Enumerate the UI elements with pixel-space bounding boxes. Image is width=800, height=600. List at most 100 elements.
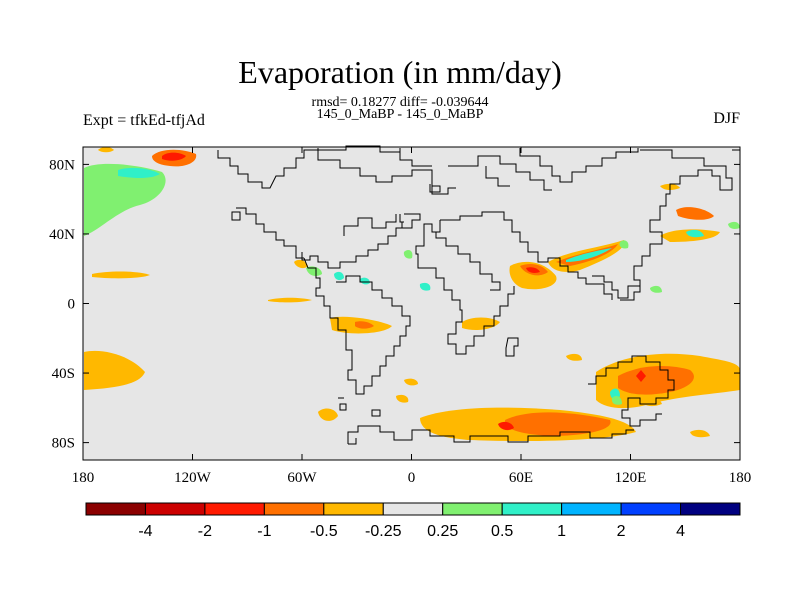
anomaly-patch bbox=[84, 350, 145, 390]
colorbar-swatch bbox=[620, 502, 682, 516]
coastline bbox=[343, 214, 397, 236]
coastline bbox=[371, 409, 381, 417]
anomaly-patch bbox=[686, 229, 704, 238]
colorbar-label: 4 bbox=[676, 523, 685, 540]
coastline bbox=[592, 149, 733, 299]
colorbar-swatch bbox=[323, 502, 384, 516]
colorbar-swatch bbox=[561, 502, 622, 516]
coastline bbox=[519, 148, 639, 183]
anomaly-patch bbox=[334, 271, 344, 281]
y-tick-label: 80S bbox=[52, 436, 75, 452]
anomaly-patch bbox=[118, 167, 160, 178]
coastline bbox=[423, 220, 441, 236]
colorbar-label: -1 bbox=[257, 523, 271, 540]
coastline bbox=[435, 232, 501, 291]
anomaly-patch bbox=[636, 370, 646, 382]
anomaly-patch bbox=[611, 396, 622, 405]
colorbar-swatch bbox=[204, 502, 265, 516]
x-tick-label: 60E bbox=[509, 470, 533, 486]
colorbar-label: 1 bbox=[557, 523, 566, 540]
coastline bbox=[217, 145, 401, 189]
x-tick-label: 120W bbox=[174, 470, 212, 486]
experiment-line: 145_0_MaBP - 145_0_MaBP bbox=[316, 107, 484, 122]
coastline bbox=[505, 337, 519, 357]
colorbar-label: 0.25 bbox=[427, 523, 458, 540]
anomaly-patch bbox=[650, 285, 662, 293]
coastline bbox=[348, 438, 357, 445]
coastline bbox=[231, 211, 241, 221]
x-tick-label: 60W bbox=[287, 470, 317, 486]
anomaly-patch bbox=[462, 317, 500, 330]
colorbar-swatch bbox=[85, 502, 146, 516]
coastline bbox=[347, 425, 634, 444]
y-tick-label: 40N bbox=[49, 227, 75, 243]
colorbar-label: -4 bbox=[138, 523, 152, 540]
x-tick-label: 120E bbox=[615, 470, 647, 486]
season-label: DJF bbox=[713, 110, 740, 127]
colorbar-label: -0.25 bbox=[365, 523, 402, 540]
anomaly-patch bbox=[92, 271, 150, 279]
x-axis: 180 120W 60W 0 60E 120E 180 bbox=[72, 147, 752, 486]
anomaly-patch bbox=[526, 267, 540, 273]
coastline bbox=[431, 186, 456, 195]
coastline bbox=[303, 257, 411, 395]
x-tick-label: 180 bbox=[72, 470, 95, 486]
anomaly-patch bbox=[306, 266, 322, 276]
colorbar-swatch bbox=[680, 502, 741, 516]
coastline bbox=[620, 286, 641, 301]
anomaly-patch bbox=[404, 378, 418, 386]
y-tick-label: 80N bbox=[49, 157, 75, 173]
map-background bbox=[83, 147, 740, 460]
coastline bbox=[317, 148, 441, 193]
anomaly-patch bbox=[505, 412, 611, 436]
coastline bbox=[588, 355, 675, 427]
stats-line: rmsd= 0.18277 diff= -0.039644 bbox=[311, 95, 489, 110]
coastline bbox=[596, 283, 613, 300]
colorbar-swatch bbox=[263, 502, 325, 516]
anomaly-patches bbox=[84, 147, 740, 442]
coastline bbox=[448, 155, 552, 191]
coastline bbox=[399, 148, 432, 167]
colorbar-swatch bbox=[144, 502, 206, 516]
plot-title: Evaporation (in mm/day) bbox=[238, 54, 562, 90]
y-axis: 80N 40N 0 40S 80S bbox=[49, 157, 740, 452]
colorbar-swatch bbox=[442, 502, 503, 516]
anomaly-patch bbox=[619, 240, 629, 249]
coastline bbox=[440, 211, 596, 285]
anomaly-patch bbox=[396, 394, 409, 403]
anomaly-patch bbox=[690, 429, 710, 438]
anomaly-patch bbox=[318, 408, 338, 421]
anomaly-patch bbox=[618, 366, 694, 395]
anomaly-patch bbox=[728, 221, 740, 229]
x-tick-label: 180 bbox=[729, 470, 752, 486]
coastlines bbox=[217, 145, 740, 445]
anomaly-patch bbox=[676, 207, 714, 220]
x-tick-label: 0 bbox=[408, 470, 416, 486]
coastline bbox=[301, 227, 404, 269]
colorbar-label: 2 bbox=[617, 523, 626, 540]
coastline bbox=[485, 166, 510, 187]
coastline bbox=[339, 403, 347, 411]
anomaly-patch bbox=[84, 163, 166, 236]
coastline bbox=[415, 236, 515, 355]
colorbar-swatch bbox=[382, 502, 444, 516]
expt-label: Expt = tfkEd-tfjAd bbox=[83, 112, 205, 129]
anomaly-patch bbox=[162, 152, 186, 161]
y-tick-label: 40S bbox=[52, 366, 75, 382]
anomaly-patch bbox=[403, 250, 413, 259]
y-tick-label: 0 bbox=[68, 297, 76, 313]
coastline bbox=[399, 214, 404, 223]
anomaly-patch bbox=[419, 282, 431, 291]
anomaly-patch bbox=[360, 277, 370, 285]
anomaly-patch bbox=[294, 259, 308, 269]
anomaly-patch bbox=[98, 147, 114, 153]
colorbar-label: -0.5 bbox=[310, 523, 338, 540]
anomaly-patch bbox=[268, 297, 312, 303]
colorbar-swatch bbox=[501, 502, 563, 516]
colorbar: -4 -2 -1 -0.5 -0.25 0.25 0.5 1 2 4 bbox=[85, 502, 741, 540]
colorbar-label: -2 bbox=[198, 523, 212, 540]
anomaly-patch bbox=[498, 421, 514, 431]
anomaly-patch bbox=[566, 353, 582, 361]
coastline bbox=[236, 207, 304, 259]
